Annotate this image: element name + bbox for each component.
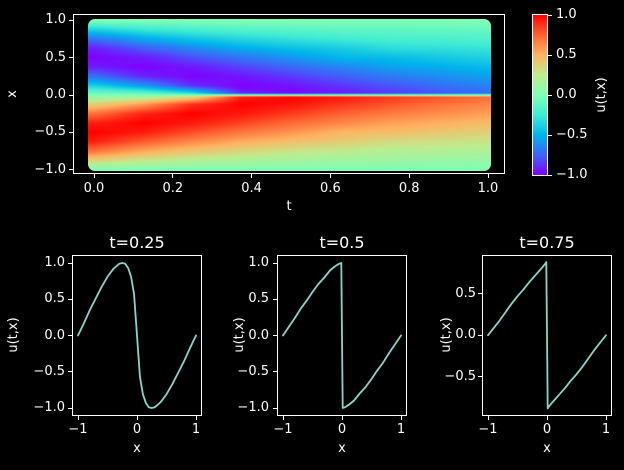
colorbar (532, 14, 548, 176)
subplot1-y-axis-label: u(t,x) (6, 317, 21, 353)
heatmap-mesh (88, 19, 491, 171)
tick-label: 0.5 (44, 291, 65, 307)
tick-label: 0.6 (320, 181, 341, 196)
subplot3-curve-layer (487, 261, 607, 410)
tick-label: −1.0 (34, 161, 66, 177)
tick-mark (68, 407, 72, 409)
tick-mark (251, 174, 253, 178)
tick-label: −1.0 (556, 167, 588, 182)
tick-label: 0.0 (556, 87, 577, 102)
tick-mark (546, 416, 548, 420)
tick-label: −0.5 (34, 124, 66, 140)
tick-mark (548, 54, 552, 56)
tick-label: 0.0 (83, 181, 105, 196)
tick-label: −1 (478, 422, 498, 437)
tick-mark (478, 293, 482, 295)
tick-mark (400, 416, 402, 420)
tick-mark (68, 371, 72, 373)
tick-label: 0 (337, 422, 347, 437)
tick-mark (172, 174, 174, 178)
tick-mark (273, 335, 277, 336)
tick-label: −0.5 (33, 363, 65, 379)
tick-label: 1.0 (477, 181, 499, 196)
tick-mark (548, 14, 552, 16)
tick-label: 0 (132, 422, 142, 437)
tick-mark (69, 131, 73, 133)
tick-label: −0.5 (556, 127, 588, 142)
tick-mark (487, 174, 489, 178)
subplot3-x-axis-label: x (543, 441, 551, 456)
tick-mark (548, 174, 552, 176)
tick-label: 1.0 (45, 12, 66, 28)
tick-mark (273, 371, 277, 373)
tick-label: 0.4 (241, 181, 262, 196)
tick-label: 0.5 (455, 285, 476, 301)
solution-curve (487, 261, 607, 410)
tick-label: 1.0 (44, 255, 65, 270)
tick-label: 1 (601, 422, 611, 437)
tick-label: −1.0 (237, 400, 269, 415)
tick-label: 0 (542, 422, 552, 437)
tick-label: −1 (273, 422, 293, 437)
tick-label: 0.0 (45, 87, 66, 102)
tick-mark (341, 416, 343, 420)
solution-curve (282, 262, 402, 409)
solution-curve (77, 262, 197, 409)
tick-label: 1.0 (248, 255, 269, 270)
tick-mark (69, 94, 73, 96)
tick-label: −0.5 (237, 363, 269, 379)
tick-mark (68, 262, 72, 264)
subplot1-title: t=0.25 (109, 233, 165, 252)
tick-mark (77, 416, 79, 420)
tick-mark (69, 169, 73, 171)
tick-label: 0.5 (556, 47, 577, 62)
tick-mark (273, 407, 277, 409)
subplot2-curve-layer (282, 262, 402, 409)
tick-label: 1 (396, 422, 406, 437)
tick-label: 0.5 (45, 49, 66, 65)
heatmap-y-axis-label: x (5, 90, 20, 98)
tick-mark (408, 174, 410, 178)
subplot2-x-axis-label: x (338, 441, 346, 456)
tick-mark (195, 416, 197, 420)
tick-mark (282, 416, 284, 420)
subplot1-x-axis-label: x (133, 441, 141, 456)
tick-mark (478, 376, 482, 378)
tick-mark (93, 174, 95, 178)
tick-label: −0.5 (444, 368, 476, 384)
tick-label: −1 (68, 422, 88, 437)
subplot2-title: t=0.5 (319, 233, 365, 252)
tick-label: 1 (191, 422, 201, 437)
tick-label: 0.5 (248, 291, 269, 307)
tick-label: 1.0 (556, 7, 577, 22)
subplot3-title: t=0.75 (519, 233, 575, 252)
tick-mark (273, 262, 277, 264)
heatmap-x-axis-label: t (286, 199, 292, 214)
tick-mark (69, 57, 73, 59)
tick-label: −1.0 (33, 400, 65, 415)
tick-label: 0.0 (44, 327, 65, 343)
tick-label: 0.0 (455, 327, 476, 343)
tick-mark (68, 335, 72, 336)
tick-label: 0.8 (398, 181, 420, 196)
tick-mark (548, 94, 552, 96)
tick-label: 0.0 (248, 327, 269, 343)
tick-mark (548, 134, 552, 136)
subplot1-curve-layer (77, 262, 197, 409)
tick-mark (329, 174, 331, 178)
tick-mark (69, 19, 73, 21)
tick-mark (605, 416, 607, 420)
tick-label: 0.2 (162, 181, 184, 196)
tick-mark (273, 298, 277, 300)
tick-mark (136, 416, 138, 420)
tick-mark (478, 334, 482, 336)
tick-mark (487, 416, 489, 420)
tick-mark (68, 298, 72, 300)
